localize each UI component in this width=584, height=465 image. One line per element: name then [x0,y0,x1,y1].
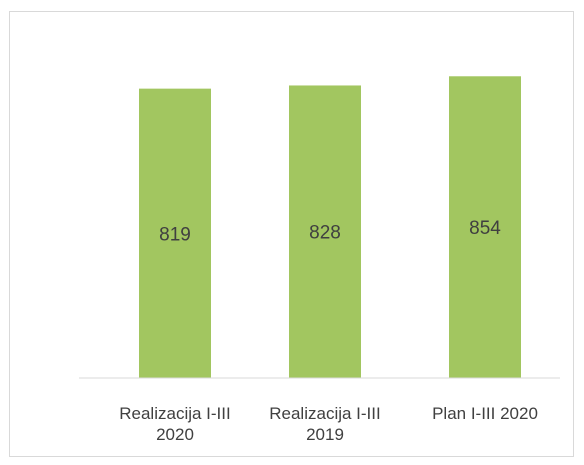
x-tick-label-line: Realizacija I-III [119,404,230,423]
data-label-1: 819 [159,224,191,245]
bar-1 [139,88,211,378]
bar-2 [289,85,361,379]
x-tick-label-line: Plan I-III 2020 [432,404,538,423]
x-tick-label-line: Realizacija I-III [269,404,380,423]
x-tick-label-line: 2019 [306,425,344,444]
x-tick-label-1: Realizacija I-III 2020 [119,404,230,444]
x-tick-label-line: 2020 [156,425,194,444]
x-tick-label-2: Realizacija I-III 2019 [269,404,380,444]
data-label-2: 828 [309,223,341,244]
data-labels-group: 819 828 854 [159,218,501,245]
bar-3 [449,76,521,378]
bars-group [139,76,521,379]
data-label-3: 854 [469,218,501,239]
tick-labels-group: Realizacija I-III 2020 Realizacija I-III 20… [119,404,538,444]
x-tick-label-3: Plan I-III 2020 [432,404,538,423]
